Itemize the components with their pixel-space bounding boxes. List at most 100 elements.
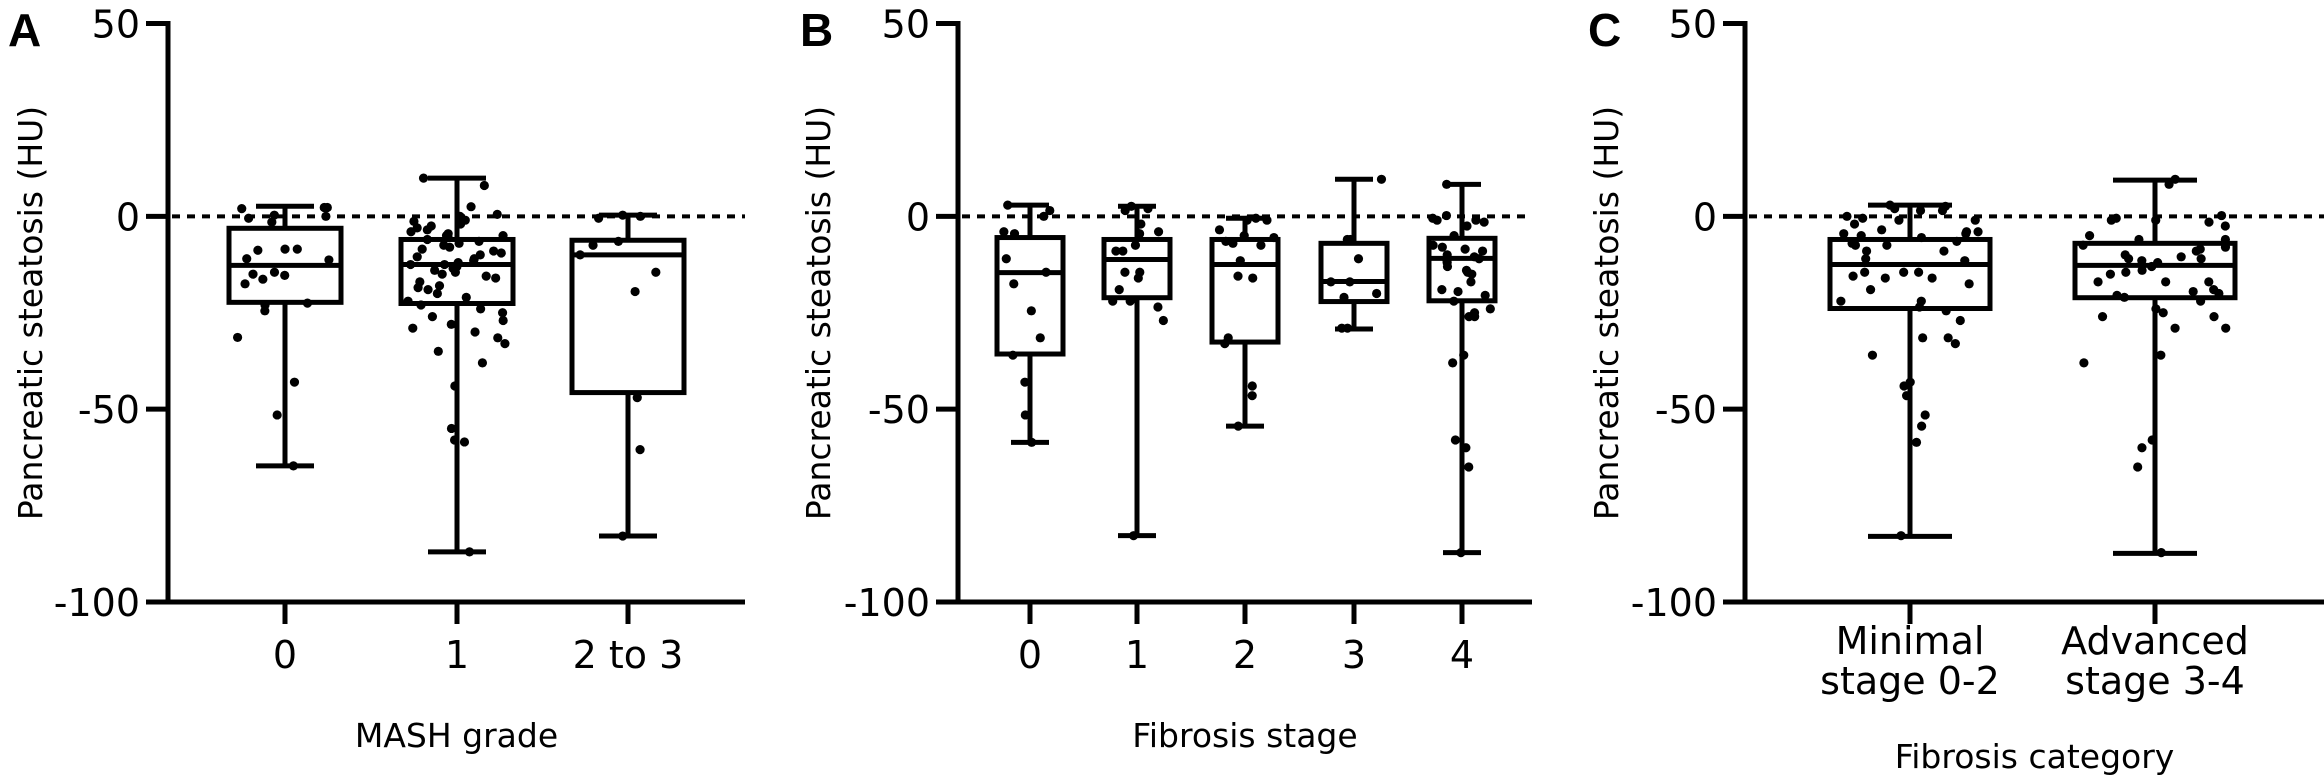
data-point xyxy=(427,312,438,322)
data-point xyxy=(406,227,416,237)
data-point xyxy=(1850,240,1861,250)
data-point xyxy=(1233,421,1243,431)
data-point xyxy=(500,339,510,349)
box-iqr xyxy=(2072,240,2238,301)
data-point xyxy=(1220,339,1230,349)
data-point xyxy=(474,236,484,247)
y-axis-title: Pancreatic steatosis (HU) xyxy=(799,106,838,520)
data-point xyxy=(1964,279,1974,289)
data-point xyxy=(1896,531,1906,541)
data-point xyxy=(2220,234,2230,245)
y-tick-label: 0 xyxy=(116,195,140,239)
data-point xyxy=(1449,231,1459,241)
data-point xyxy=(651,267,661,277)
data-point xyxy=(1353,254,1364,264)
x-tick-label: Minimal xyxy=(1836,619,1985,663)
data-point xyxy=(1848,271,1858,281)
data-point xyxy=(1880,273,1890,283)
data-point xyxy=(1221,236,1231,247)
data-point xyxy=(1339,292,1349,302)
box-plot-group xyxy=(1101,201,1173,541)
data-point xyxy=(1262,215,1272,225)
data-point xyxy=(2214,288,2224,299)
data-point xyxy=(1372,288,1382,299)
data-point xyxy=(416,300,426,310)
x-tick-label: stage 3-4 xyxy=(2065,659,2245,703)
data-point xyxy=(2147,261,2157,272)
data-point xyxy=(461,292,471,302)
data-point xyxy=(1449,296,1459,306)
y-axis-title: Pancreatic steatosis (HU) xyxy=(1587,106,1626,520)
data-point xyxy=(1376,174,1387,184)
data-point xyxy=(1485,304,1495,314)
data-point xyxy=(1856,231,1866,241)
data-point xyxy=(1235,256,1245,266)
data-point xyxy=(432,288,442,299)
data-point xyxy=(237,204,247,214)
data-point xyxy=(489,246,499,256)
data-point xyxy=(1128,531,1139,541)
data-point xyxy=(1918,333,1928,343)
data-point xyxy=(498,315,508,326)
data-point xyxy=(1467,269,1477,279)
data-point xyxy=(1045,205,1055,216)
data-point xyxy=(1960,256,1970,266)
y-tick-label: -50 xyxy=(1655,388,1717,432)
data-point xyxy=(2209,312,2219,322)
data-point xyxy=(1041,267,1051,277)
x-tick-label: 1 xyxy=(445,633,469,677)
data-point xyxy=(2106,215,2116,225)
data-point xyxy=(232,332,243,343)
data-point xyxy=(272,410,282,420)
data-point xyxy=(413,283,423,293)
data-point xyxy=(1437,242,1447,252)
panel-letter: B xyxy=(800,4,833,56)
y-tick-label: 50 xyxy=(1669,3,1717,47)
data-point xyxy=(1153,302,1163,312)
data-point xyxy=(2137,256,2147,266)
data-point xyxy=(481,271,491,281)
data-point xyxy=(1136,219,1146,229)
box-plot-group xyxy=(226,202,344,471)
data-point xyxy=(267,217,277,227)
data-point xyxy=(1970,215,1980,225)
panel-letter: A xyxy=(8,4,41,56)
data-point xyxy=(1337,323,1347,333)
data-point xyxy=(434,281,445,291)
data-point xyxy=(2164,179,2174,189)
data-point xyxy=(1861,246,1872,256)
data-point xyxy=(492,209,502,220)
data-point xyxy=(1914,267,1924,277)
data-point xyxy=(1345,234,1355,245)
data-point xyxy=(422,225,432,235)
data-point xyxy=(423,285,433,295)
data-point xyxy=(1462,221,1472,231)
data-point xyxy=(280,244,290,254)
data-point xyxy=(454,238,464,248)
data-point xyxy=(1479,217,1489,227)
data-point xyxy=(2156,548,2166,558)
data-point xyxy=(1118,246,1128,256)
data-point xyxy=(1460,244,1470,254)
data-point xyxy=(2170,174,2180,184)
x-axis-title: Fibrosis stage xyxy=(1132,716,1357,755)
x-axis-title: Fibrosis category xyxy=(1895,737,2175,776)
data-point xyxy=(1020,377,1030,387)
data-point xyxy=(1239,231,1249,241)
data-point xyxy=(2204,217,2214,227)
data-point xyxy=(2216,210,2227,221)
data-point xyxy=(2133,462,2143,472)
data-point xyxy=(497,308,508,318)
data-point xyxy=(455,219,466,229)
data-point xyxy=(2119,292,2129,302)
data-point xyxy=(1916,232,1927,243)
data-point xyxy=(2078,240,2088,250)
y-tick-label: -50 xyxy=(78,388,140,432)
data-point xyxy=(1001,254,1011,264)
data-point xyxy=(450,381,460,391)
data-point xyxy=(470,327,480,337)
data-point xyxy=(2123,254,2134,264)
box-plot-group xyxy=(1209,213,1281,431)
data-point xyxy=(1941,306,1951,316)
data-point xyxy=(2176,252,2186,262)
